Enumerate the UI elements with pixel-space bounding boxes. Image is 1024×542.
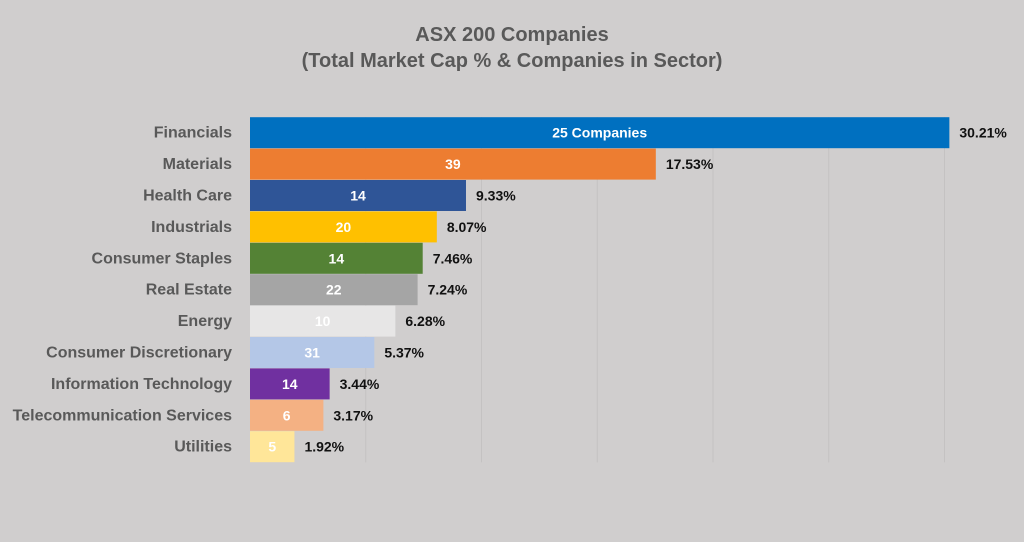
bar-materials: [250, 148, 656, 180]
company-count-label: 22: [326, 282, 342, 298]
value-label: 7.46%: [433, 250, 473, 266]
company-count-label: 25 Companies: [552, 125, 647, 141]
value-label: 1.92%: [304, 439, 344, 455]
value-label: 9.33%: [476, 188, 516, 204]
value-label: 17.53%: [666, 156, 714, 172]
category-label: Materials: [163, 156, 232, 173]
category-label: Real Estate: [146, 282, 232, 299]
value-label: 30.21%: [959, 125, 1007, 141]
bar-utilities: [250, 431, 295, 463]
chart-title: ASX 200 Companies: [415, 24, 609, 46]
bar-consumer-discretionary: [250, 337, 375, 368]
company-count-label: 5: [268, 439, 276, 455]
value-label: 3.44%: [340, 376, 380, 392]
category-label: Utilities: [174, 439, 232, 456]
category-label: Financials: [154, 125, 232, 142]
bar-health-care: [250, 180, 466, 211]
category-label: Consumer Staples: [92, 250, 233, 267]
bar-financials: [250, 117, 950, 149]
bar-energy: [250, 305, 396, 337]
category-label: Telecommunication Services: [13, 407, 232, 424]
value-label: 7.24%: [428, 282, 468, 298]
company-count-label: 31: [304, 345, 320, 361]
value-label: 8.07%: [447, 219, 487, 235]
value-label: 3.17%: [333, 407, 373, 423]
category-label: Consumer Discretionary: [46, 345, 232, 362]
bar-real-estate: [250, 274, 418, 306]
company-count-label: 39: [445, 156, 461, 172]
chart-subtitle: (Total Market Cap % & Companies in Secto…: [301, 50, 723, 72]
bar-industrials: [250, 211, 437, 243]
bar-consumer-staples: [250, 242, 423, 274]
company-count-label: 14: [329, 250, 345, 266]
company-count-label: 14: [282, 376, 298, 392]
company-count-label: 6: [283, 407, 291, 423]
company-count-label: 20: [336, 219, 352, 235]
category-label: Health Care: [143, 188, 232, 205]
category-label: Energy: [178, 313, 232, 330]
category-label: Information Technology: [51, 376, 232, 393]
value-label: 6.28%: [405, 313, 445, 329]
company-count-label: 14: [350, 188, 366, 204]
category-label: Industrials: [151, 219, 232, 236]
company-count-label: 10: [315, 313, 331, 329]
value-label: 5.37%: [384, 345, 424, 361]
bar-telecommunication-services: [250, 399, 324, 431]
bar-information-technology: [250, 368, 330, 400]
